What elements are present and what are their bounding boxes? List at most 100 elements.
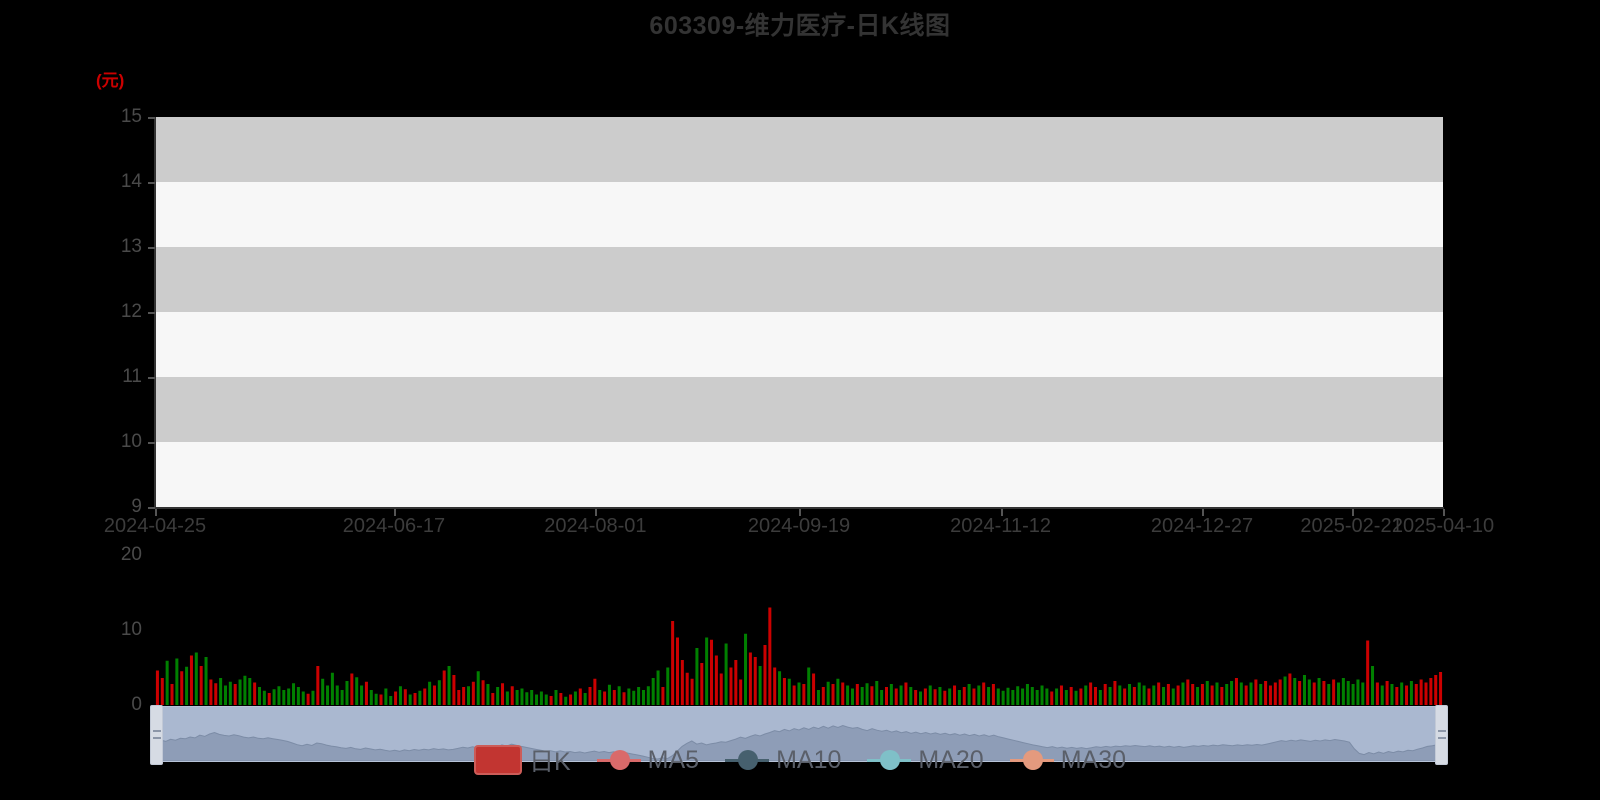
volume-bar — [1356, 679, 1360, 705]
volume-bar — [710, 639, 714, 705]
volume-bar — [938, 687, 942, 705]
volume-bar — [782, 678, 786, 705]
volume-bar — [578, 688, 582, 705]
volume-bar — [1205, 681, 1209, 705]
volume-bar — [1380, 685, 1384, 705]
x-tick-mark — [1443, 509, 1445, 516]
volume-y-tick-label: 20 — [120, 544, 142, 565]
volume-bar — [967, 684, 971, 705]
volume-bar — [884, 687, 888, 705]
volume-bar — [1225, 684, 1229, 705]
volume-bar — [1268, 685, 1272, 705]
volume-bar — [189, 655, 193, 705]
volume-bar — [588, 687, 592, 705]
volume-bar — [243, 675, 247, 705]
volume-bar — [836, 678, 840, 705]
volume-bar — [1055, 688, 1059, 705]
volume-bar — [301, 691, 305, 705]
volume-bar — [1118, 685, 1122, 705]
volume-bar — [398, 686, 402, 705]
volume-bar — [326, 685, 330, 705]
volume-bar — [1244, 685, 1248, 705]
volume-bar — [812, 673, 816, 705]
volume-bar — [977, 685, 981, 705]
volume-bar — [778, 671, 782, 705]
volume-bar — [705, 637, 709, 705]
volume-bar — [1059, 685, 1063, 705]
volume-bar — [919, 691, 923, 705]
volume-bar — [1191, 684, 1195, 705]
price-unit-label: (元) — [96, 71, 125, 90]
volume-bar — [680, 660, 684, 705]
volume-bar — [1385, 681, 1389, 705]
volume-bar — [700, 663, 704, 705]
volume-bar — [1307, 679, 1311, 705]
volume-bar — [155, 670, 159, 705]
volume-bar — [1030, 687, 1034, 705]
volume-bar — [233, 684, 237, 705]
volume-bar — [651, 678, 655, 705]
volume-bar — [505, 691, 509, 705]
price-y-tick-label: 10 — [120, 431, 142, 452]
volume-bar — [1025, 684, 1029, 705]
volume-bar — [1249, 682, 1253, 705]
volume-bar — [1361, 682, 1365, 705]
datazoom-handle-left[interactable] — [150, 705, 163, 765]
price-y-tick-label: 12 — [120, 301, 142, 322]
volume-bar — [962, 687, 966, 705]
volume-bar — [418, 690, 422, 705]
volume-bar — [632, 690, 636, 705]
volume-bar — [306, 693, 310, 705]
volume-bar — [734, 660, 738, 705]
datazoom-handle-right[interactable] — [1435, 705, 1448, 765]
volume-bar — [1103, 684, 1107, 705]
volume-bar — [1016, 686, 1020, 705]
volume-bar — [622, 692, 626, 705]
volume-bar — [617, 686, 621, 705]
volume-bar — [1375, 682, 1379, 705]
volume-bar — [1371, 666, 1375, 705]
price-y-tick-label: 14 — [120, 171, 142, 192]
volume-bar — [335, 685, 339, 705]
volume-y-tick-label: 0 — [131, 694, 142, 715]
x-tick-label: 2024-08-01 — [544, 515, 647, 537]
volume-bar — [471, 681, 475, 705]
volume-bar — [797, 682, 801, 705]
volume-bar — [369, 690, 373, 705]
volume-bar — [758, 666, 762, 705]
volume-bar — [1166, 684, 1170, 705]
volume-bar — [530, 690, 534, 705]
volume-bar — [1341, 678, 1345, 705]
price-y-tick-mark — [148, 507, 155, 509]
volume-bar — [355, 677, 359, 705]
volume-bar — [491, 693, 495, 705]
price-y-axis-line — [154, 117, 156, 508]
x-tick-mark — [1202, 509, 1204, 516]
volume-bar — [603, 691, 607, 705]
volume-bar — [637, 687, 641, 705]
volume-bar — [1040, 685, 1044, 705]
volume-bar — [1220, 687, 1224, 705]
volume-bar — [1093, 687, 1097, 705]
datazoom-slider[interactable] — [150, 705, 1448, 765]
volume-bar — [452, 675, 456, 705]
x-tick-label: 2024-06-17 — [342, 515, 446, 537]
volume-bar — [996, 688, 1000, 705]
volume-bar — [899, 685, 903, 705]
volume-bar — [991, 684, 995, 705]
volume-bar — [1157, 682, 1161, 705]
volume-bar — [1230, 681, 1234, 705]
volume-bar — [1098, 690, 1102, 705]
volume-bar — [641, 690, 645, 705]
volume-bar — [982, 682, 986, 705]
volume-bar — [656, 670, 660, 705]
x-tick-mark — [393, 509, 396, 516]
volume-bar — [573, 691, 577, 705]
datazoom-preview-area — [156, 724, 1442, 761]
volume-bar — [180, 671, 184, 705]
volume-bar — [204, 657, 208, 705]
volume-bar — [1366, 640, 1370, 705]
volume-bar — [744, 633, 748, 705]
x-tick-label: 2024-11-12 — [950, 515, 1051, 537]
